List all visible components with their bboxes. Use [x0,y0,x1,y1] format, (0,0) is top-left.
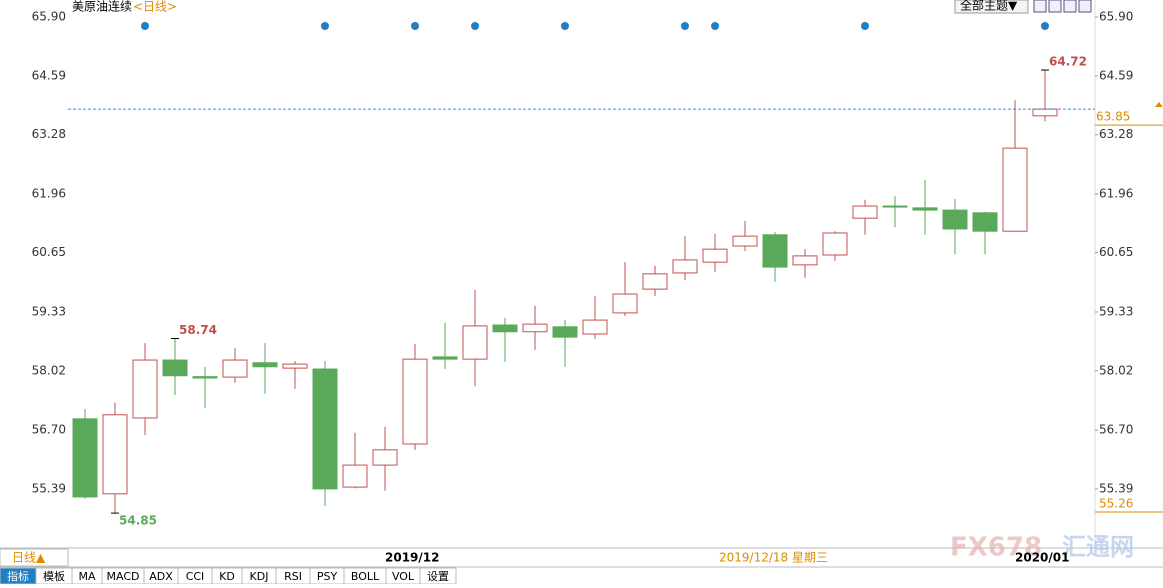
toolbar-button-text[interactable]: BOLL [351,570,380,583]
y-tick-label-right: 56.70 [1099,423,1133,437]
theme-button-text[interactable]: 全部主题▼ [960,0,1018,13]
candle-body [612,293,638,314]
candle-body [882,205,908,208]
candle-body [102,414,128,495]
event-markers[interactable] [141,22,1049,30]
y-tick-label: 59.33 [32,305,66,319]
theme-button[interactable] [954,0,1029,14]
watermark: FX678 [950,533,1042,563]
toolbar-button-text[interactable]: PSY [317,570,338,583]
y-tick-label: 58.02 [32,363,66,377]
y-tick-label: 63.28 [32,127,66,141]
candle-body [252,362,278,368]
annotation: 64.72 [1049,55,1087,69]
y-tick-label-right: 58.02 [1099,363,1133,377]
toolbar-button-text[interactable]: CCI [186,570,205,583]
low-price-label: 55.26 [1099,497,1133,511]
candle-body [222,359,248,378]
candle-body [972,212,998,232]
chart-title: 美原油连续 [72,0,132,14]
toolbar-icons[interactable] [1033,0,1092,13]
y-tick-label-right: 65.90 [1099,10,1133,24]
x-tick-label: 2019/12 [385,551,439,565]
y-tick-label-right: 55.39 [1099,481,1133,495]
x-tick-label: 2020/01 [1015,551,1069,565]
candle-body [552,326,578,338]
period-tab-text[interactable]: 日线▲ [12,551,46,565]
y-tick-label: 56.70 [32,423,66,437]
candle-body [582,319,608,335]
candle-body [702,248,728,263]
toolbar-button-text[interactable]: VOL [392,570,415,583]
candle-body [792,255,818,266]
candle-body [72,418,98,498]
toolbar-button-text[interactable]: KDJ [250,570,269,583]
candle-body [342,464,368,488]
candle-body [462,325,488,360]
candle-body [402,358,428,445]
annotation: 54.85 [119,514,157,528]
candle-body [312,368,338,490]
watermark: 汇通网 [1062,533,1134,561]
candle-body [162,359,188,377]
candle-body [432,356,458,360]
y-tick-label-right: 59.33 [1099,305,1133,319]
y-tick-label-right: 61.96 [1099,186,1133,200]
toolbar-button-text[interactable]: 设置 [427,570,449,583]
candle-body [822,232,848,256]
y-tick-label: 64.59 [32,68,66,82]
cursor-date: 2019/12/18 星期三 [719,551,828,565]
y-tick-label-right: 63.28 [1099,127,1133,141]
toolbar-button-text[interactable]: RSI [284,570,302,583]
candle-body [852,205,878,219]
candle-body [1002,147,1028,232]
candle-body [522,323,548,333]
candle-body [372,449,398,466]
candle-body [192,376,218,379]
candle-body [642,273,668,290]
candle-body [942,209,968,230]
y-tick-label: 55.39 [32,481,66,495]
last-price-label: 63.85 [1096,110,1130,124]
toolbar-button-text[interactable]: MACD [107,570,140,583]
toolbar-button-text[interactable]: MA [78,570,95,583]
candle-body [762,234,788,268]
toolbar-button-text[interactable]: 指标 [7,569,29,583]
y-tick-label: 60.65 [32,245,66,259]
y-tick-label: 65.90 [32,10,66,24]
toolbar-button-text[interactable]: 模板 [43,569,65,583]
candle-body [132,359,158,419]
candle-body [912,207,938,211]
candle-body [1032,108,1058,117]
price-marker [1155,102,1163,107]
period-label: <日线> [133,0,177,14]
candle-body [492,324,518,333]
period-tab[interactable] [0,548,69,567]
annotation: 58.74 [179,323,217,337]
y-tick-label-right: 60.65 [1099,245,1133,259]
y-tick-label: 61.96 [32,186,66,200]
toolbar-button-text[interactable]: ADX [149,570,173,583]
candle-body [282,363,308,369]
candle-body [672,259,698,274]
candle-body [732,235,758,247]
toolbar-button-text[interactable]: KD [219,570,235,583]
y-tick-label-right: 64.59 [1099,68,1133,82]
